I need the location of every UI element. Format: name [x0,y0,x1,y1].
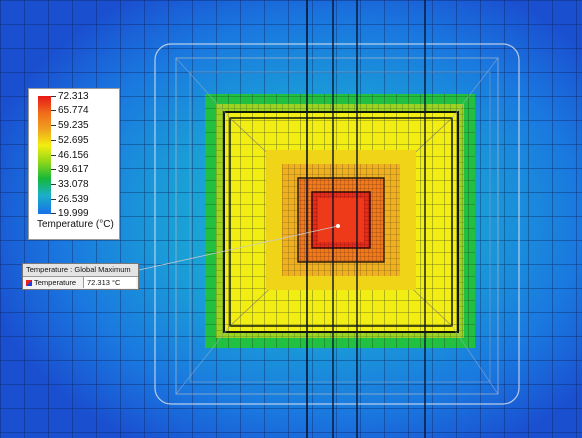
legend-tick-label: 52.695 [58,135,89,146]
legend-tick-label: 33.078 [58,179,89,190]
legend-tick-label: 59.235 [58,120,89,131]
legend-tick-mark [51,213,56,214]
probe-row: Temperature 72.313 °C [23,277,138,289]
legend-tick-label: 72.313 [58,91,89,102]
legend-tick-label: 46.156 [58,150,89,161]
legend-tick-mark [51,140,56,141]
legend-tick-mark [51,96,56,97]
temperature-swatch-icon [26,280,32,286]
legend-tick-label: 19.999 [58,208,89,219]
probe-header: Temperature : Global Maximum [23,264,138,277]
probe-quantity-label: Temperature [34,278,77,287]
legend-tick-mark [51,169,56,170]
legend-tick-label: 39.617 [58,164,89,175]
probe-callout[interactable]: Temperature : Global Maximum Temperature… [22,263,139,290]
legend-tick-mark [51,155,56,156]
legend-tick-label: 65.774 [58,105,89,116]
legend-title: Temperature (°C) [37,219,114,230]
legend-tick-mark [51,125,56,126]
legend-tick-mark [51,110,56,111]
legend-color-bar [38,96,51,214]
legend-tick-mark [51,184,56,185]
probe-value: 72.313 °C [83,277,136,288]
legend-tick-mark [51,199,56,200]
legend-tick-label: 26.539 [58,194,89,205]
temperature-legend: 72.313 65.774 59.235 52.695 46.156 39.61… [28,88,120,240]
